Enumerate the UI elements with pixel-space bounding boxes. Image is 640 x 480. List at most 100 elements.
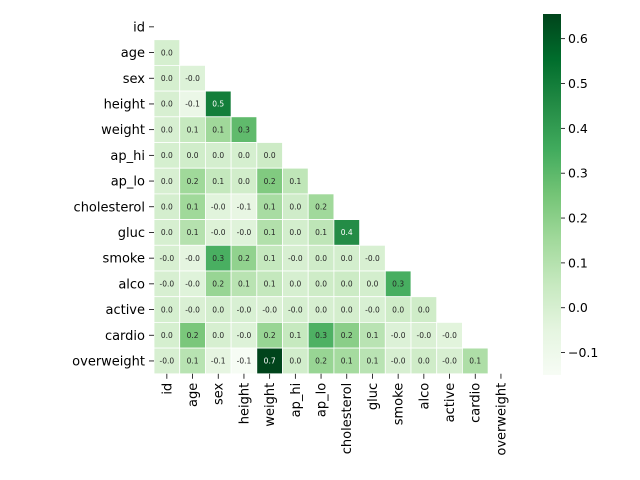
colorbar: −0.1 0.0 0.1 0.2 0.3 0.4 0.5 0.6 (543, 14, 598, 375)
row-label-overweight: overweight (72, 354, 145, 369)
cell-value-label: 0.1 (264, 280, 276, 289)
heatmap-cell-alco-height (230, 270, 258, 298)
cell-value-label: -0.1 (185, 100, 200, 109)
row-labels: id age sex height weight ap_hi ap_lo cholestero… (72, 20, 154, 369)
heatmap-cell-cardio-sex (204, 321, 232, 349)
heatmap-cell-smoke-ap_hi (282, 244, 309, 272)
cell-value-label: -0.0 (185, 74, 200, 83)
heatmap-cell-active-id (153, 296, 181, 323)
row-label-weight: weight (101, 123, 145, 138)
cell-value-label: 0.0 (187, 151, 199, 160)
row-label-cardio: cardio (105, 329, 145, 344)
heatmap-cell-alco-cholesterol (333, 270, 360, 298)
heatmap-cell-cardio-cholesterol (333, 321, 360, 349)
heatmap-cell-alco-smoke (384, 270, 412, 298)
colorbar-tick-label: 0.0 (568, 300, 588, 315)
column-label-height: height (237, 383, 252, 424)
heatmap-cell-overweight-alco (410, 347, 438, 375)
cell-value-label: 0.1 (264, 228, 276, 237)
column-label-sex: sex (212, 383, 227, 406)
cell-value-label: 0.1 (315, 228, 327, 237)
cell-value-label: -0.0 (160, 280, 175, 289)
cell-value-label: 0.0 (238, 151, 250, 160)
heatmap-cell-active-height (230, 296, 258, 323)
cell-value-label: 0.0 (392, 305, 404, 314)
heatmap-cell-active-gluc (359, 296, 386, 323)
cell-value-label: -0.0 (211, 228, 226, 237)
cell-value-label: 0.1 (187, 125, 199, 134)
cell-value-label: -0.0 (365, 254, 380, 263)
cell-value-label: 0.0 (161, 202, 173, 211)
cell-value-label: 0.0 (161, 228, 173, 237)
cell-value-label: -0.1 (237, 202, 252, 211)
heatmap-cell-smoke-id (153, 244, 181, 272)
row-label-sex: sex (123, 72, 146, 87)
heatmap-cell-ap_hi-height (230, 142, 258, 169)
cell-value-label: -0.0 (237, 228, 252, 237)
cell-value-label: 0.0 (418, 305, 430, 314)
column-label-alco: alco (417, 383, 432, 410)
heatmap-cell-alco-age (179, 270, 206, 298)
cell-value-label: 0.0 (161, 100, 173, 109)
cell-value-label: 0.0 (341, 305, 353, 314)
colorbar-gradient (543, 14, 561, 375)
cell-value-label: 0.0 (161, 125, 173, 134)
row-label-age: age (121, 46, 145, 61)
row-label-height: height (104, 97, 145, 112)
heatmap-cell-smoke-gluc (359, 244, 386, 272)
cell-value-label: 0.2 (264, 331, 276, 340)
heatmap-cell-cholesterol-id (153, 193, 181, 220)
row-label-active: active (105, 303, 145, 318)
cell-value-label: 0.2 (264, 177, 276, 186)
heatmap-cell-active-alco (410, 296, 438, 323)
heatmap-cell-cardio-age (179, 321, 206, 349)
cell-value-label: 0.1 (341, 357, 353, 366)
cell-value-label: -0.1 (211, 357, 226, 366)
cell-value-label: 0.3 (315, 331, 327, 340)
cell-value-label: 0.1 (238, 280, 250, 289)
cell-value-label: 0.0 (238, 177, 250, 186)
heatmap-cell-overweight-cardio (461, 347, 489, 375)
cell-value-label: -0.0 (391, 357, 406, 366)
cell-value-label: 0.0 (264, 151, 276, 160)
column-label-age: age (186, 383, 201, 407)
cell-value-label: 0.1 (264, 202, 276, 211)
heatmap-cell-overweight-smoke (384, 347, 412, 375)
column-label-weight: weight (263, 383, 278, 427)
cell-value-label: 0.0 (315, 254, 327, 263)
cell-value-label: 0.2 (187, 177, 199, 186)
cell-value-label: 0.1 (187, 357, 199, 366)
cell-value-label: 0.3 (238, 125, 250, 134)
cell-value-label: -0.0 (442, 357, 457, 366)
cell-value-label: -0.0 (391, 331, 406, 340)
cell-value-label: -0.0 (160, 357, 175, 366)
column-label-cardio: cardio (469, 383, 484, 423)
cell-value-label: -0.0 (288, 254, 303, 263)
heatmap-cell-ap_lo-ap_hi (282, 167, 309, 195)
row-label-ap_hi: ap_hi (110, 149, 145, 164)
cell-value-label: 0.1 (289, 331, 301, 340)
cell-value-label: -0.0 (185, 305, 200, 314)
heatmap-cell-cardio-smoke (384, 321, 412, 349)
heatmap-cell-height-sex (204, 90, 232, 118)
heatmap-cell-gluc-sex (204, 219, 232, 246)
cell-value-label: 0.0 (315, 305, 327, 314)
cell-value-label: 0.0 (289, 357, 301, 366)
cell-value-label: -0.0 (288, 305, 303, 314)
heatmap-cell-alco-weight (256, 270, 283, 298)
cell-value-label: 0.0 (341, 254, 353, 263)
heatmap-cell-cardio-id (153, 321, 181, 349)
heatmap-cell-alco-ap_hi (282, 270, 309, 298)
heatmap-cell-weight-height (230, 116, 258, 143)
cell-value-label: 0.5 (212, 100, 224, 109)
column-label-ap_lo: ap_lo (315, 383, 330, 417)
heatmap-cell-overweight-gluc (359, 347, 386, 375)
cell-value-label: 0.0 (366, 280, 378, 289)
heatmap-cell-gluc-id (153, 219, 181, 246)
heatmap-cell-weight-age (179, 116, 206, 143)
cell-value-label: -0.0 (365, 305, 380, 314)
colorbar-tick-label: 0.1 (568, 255, 588, 270)
cell-value-label: 0.1 (366, 357, 378, 366)
cell-value-label: 0.0 (341, 280, 353, 289)
heatmap-cell-cardio-active (436, 321, 463, 349)
